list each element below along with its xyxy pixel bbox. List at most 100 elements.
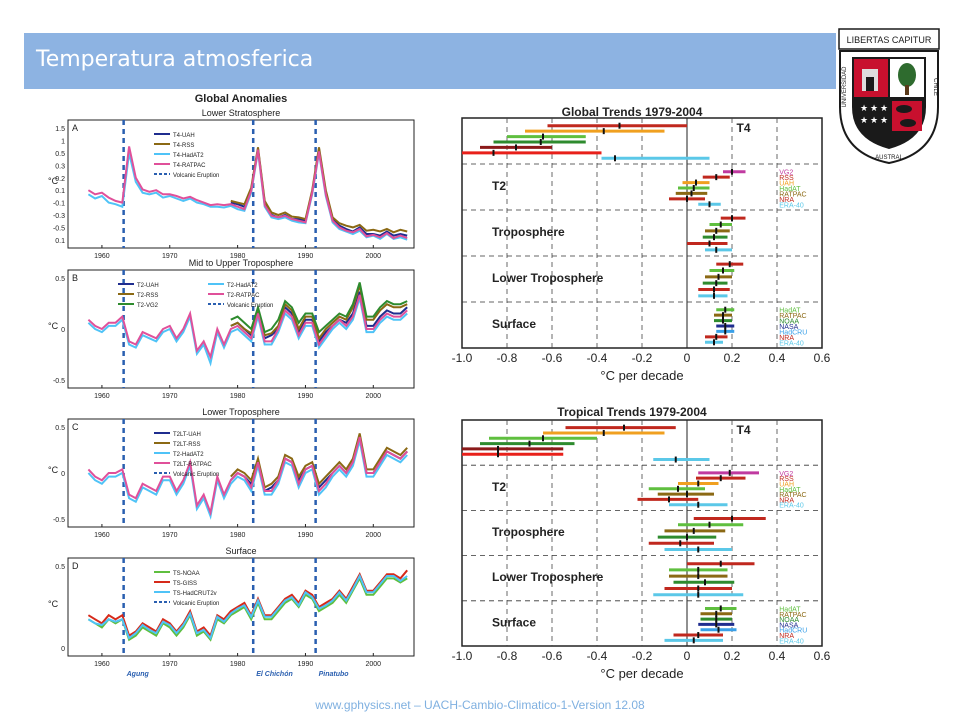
x-tick-label: 1960 bbox=[94, 253, 110, 260]
group-label: T4 bbox=[737, 121, 751, 135]
legend-label: TS-GISS bbox=[173, 581, 197, 587]
svg-text:UNIVERSIDAD: UNIVERSIDAD bbox=[842, 66, 848, 108]
legend-label: Volcanic Eruption bbox=[227, 303, 273, 309]
x-tick-label: 0.4 bbox=[769, 351, 786, 365]
x-tick-label: -0.2 bbox=[632, 351, 653, 365]
group-label: Lower Troposphere bbox=[492, 570, 604, 584]
dataset-label: NOAA bbox=[779, 319, 799, 326]
dataset-label: ERA-40 bbox=[779, 503, 804, 510]
y-tick-label: 0.5 bbox=[55, 151, 65, 158]
y-tick-label: 0.5 bbox=[55, 564, 65, 571]
dataset-label: HadAT bbox=[779, 308, 801, 315]
legend-label: T2-HadAT2 bbox=[227, 283, 258, 289]
y-tick-label: -0.5 bbox=[53, 517, 65, 524]
dataset-label: RSS bbox=[779, 175, 794, 182]
y-tick-label: 0.3 bbox=[55, 163, 65, 170]
main-title: Global Anomalies bbox=[195, 93, 288, 105]
panel-title: Global Trends 1979-2004 bbox=[562, 105, 703, 119]
x-tick-label: -0.6 bbox=[542, 649, 563, 663]
group-label: T2 bbox=[492, 179, 506, 193]
trends-figure: Global Trends 1979-2004 -1.0 -0.8 -0.6 -0.4 -… bbox=[452, 105, 831, 681]
svg-text:★: ★ bbox=[870, 115, 878, 125]
legend-label: T2LT-RATPAC bbox=[173, 462, 212, 468]
x-tick-label: 1990 bbox=[298, 253, 314, 260]
panel-C: Lower Troposphere C °C 0.5 0 -0.5 1960 1970 1980… bbox=[48, 407, 415, 539]
dataset-label: RSS bbox=[779, 476, 794, 483]
group-label: Surface bbox=[492, 317, 536, 331]
y-axis-label: °C bbox=[48, 176, 59, 186]
x-tick-label: -0.8 bbox=[497, 351, 518, 365]
panel-B: Mid to Upper Troposphere B °C 0.5 0 -0.5 1960 1… bbox=[48, 258, 415, 400]
x-tick-label: 1980 bbox=[230, 393, 246, 400]
dataset-label: ERA-40 bbox=[779, 202, 804, 209]
x-tick-label: 1960 bbox=[94, 532, 110, 539]
panel-title: Mid to Upper Troposphere bbox=[189, 258, 294, 268]
legend-label: T2-RSS bbox=[137, 293, 158, 299]
dataset-label: UAH bbox=[779, 181, 794, 188]
x-tick-label: -0.8 bbox=[497, 649, 518, 663]
x-tick-label: 1960 bbox=[94, 661, 110, 668]
svg-text:CHILE: CHILE bbox=[932, 78, 938, 96]
series-line bbox=[87, 573, 408, 641]
legend-label: T2-UAH bbox=[137, 283, 159, 289]
series-line bbox=[87, 294, 408, 361]
dataset-label: ERA-40 bbox=[779, 340, 804, 347]
legend-label: T2-HadAT2 bbox=[173, 452, 204, 458]
dataset-label: NASA bbox=[779, 622, 798, 629]
dataset-label: ERA-40 bbox=[779, 638, 804, 645]
y-axis-label: °C bbox=[48, 465, 59, 475]
x-tick-label: 1990 bbox=[298, 661, 314, 668]
y-tick-label: -0.1 bbox=[53, 201, 65, 208]
dataset-label: HadCRU bbox=[779, 628, 807, 635]
logo-banner: LIBERTAS CAPITUR bbox=[847, 35, 932, 45]
x-tick-label: 0 bbox=[684, 351, 691, 365]
panel-frame bbox=[67, 418, 415, 528]
group-label: Surface bbox=[492, 615, 536, 629]
legend-label: T2LT-RSS bbox=[173, 442, 201, 448]
dataset-label: NRA bbox=[779, 497, 794, 504]
dataset-label: HadAT bbox=[779, 186, 801, 193]
dataset-label: VG2 bbox=[779, 170, 793, 177]
x-tick-label: -0.2 bbox=[632, 649, 653, 663]
panel-title: Tropical Trends 1979-2004 bbox=[557, 405, 707, 419]
x-tick-label: -1.0 bbox=[452, 351, 473, 365]
y-tick-label: 0.5 bbox=[55, 425, 65, 432]
svg-text:AUSTRAL: AUSTRAL bbox=[875, 155, 903, 161]
x-tick-label: 1980 bbox=[230, 532, 246, 539]
series-line bbox=[230, 282, 408, 334]
x-tick-label: 1980 bbox=[230, 253, 246, 260]
x-tick-label: 0.6 bbox=[814, 649, 831, 663]
svg-text:★: ★ bbox=[880, 103, 888, 113]
dataset-label: NRA bbox=[779, 633, 794, 640]
svg-text:★: ★ bbox=[870, 103, 878, 113]
x-axis-label: °C per decade bbox=[600, 368, 683, 383]
university-logo: LIBERTAS CAPITUR ★ ★ ★ ★ ★ ★ UNIVERSIDAD CHI… bbox=[838, 28, 940, 165]
x-tick-label: -0.4 bbox=[587, 351, 608, 365]
dataset-label: NRA bbox=[779, 335, 794, 342]
x-tick-label: 1990 bbox=[298, 532, 314, 539]
legend-label: Volcanic Eruption bbox=[173, 601, 219, 607]
volcano-name: Pinatubo bbox=[319, 671, 350, 678]
y-tick-label: 0 bbox=[61, 471, 65, 478]
x-tick-label: 1970 bbox=[162, 253, 178, 260]
x-tick-label: 1990 bbox=[298, 393, 314, 400]
volcano-name: Agung bbox=[126, 671, 150, 678]
volcano-name: El Chichón bbox=[256, 671, 293, 678]
panel-title: Lower Troposphere bbox=[202, 407, 280, 417]
x-tick-label: 2000 bbox=[366, 661, 382, 668]
x-tick-label: 1970 bbox=[162, 661, 178, 668]
panel-title: Surface bbox=[225, 546, 256, 556]
x-tick-label: -0.4 bbox=[587, 649, 608, 663]
series-line bbox=[87, 436, 408, 517]
x-tick-label: 1980 bbox=[230, 661, 246, 668]
x-tick-label: 0 bbox=[684, 649, 691, 663]
legend-label: T4-UAH bbox=[173, 133, 195, 139]
x-tick-label: 0.2 bbox=[724, 649, 741, 663]
x-tick-label: 2000 bbox=[366, 393, 382, 400]
legend-label: T4-RATPAC bbox=[173, 163, 206, 169]
x-axis-label: °C per decade bbox=[600, 666, 683, 681]
panel-A: Lower Stratosphere A °C 1.5 1 0.5 0.3 0.2 0.1 -0.… bbox=[48, 108, 415, 260]
y-tick-label: 0 bbox=[61, 646, 65, 653]
dataset-label: RATPAC bbox=[779, 313, 806, 320]
group-label: Lower Troposphere bbox=[492, 271, 604, 285]
